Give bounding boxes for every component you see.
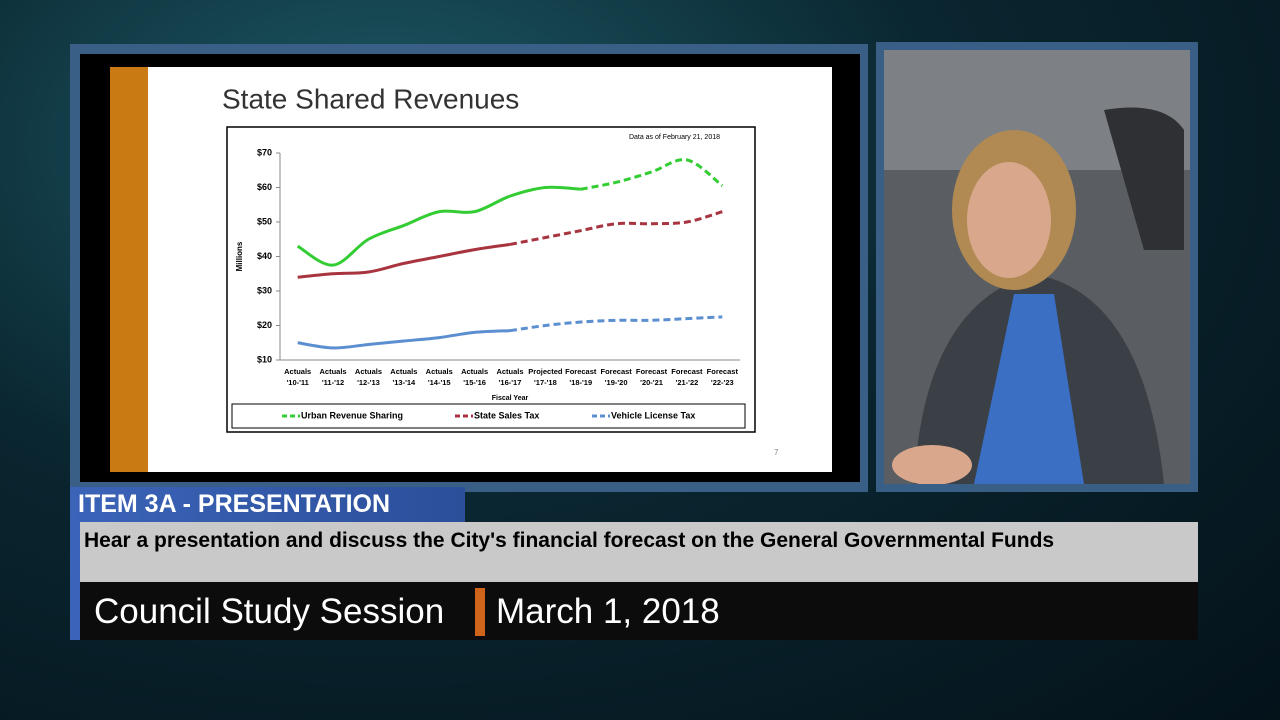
accent-bar [70, 522, 80, 640]
x-tick-label: Forecast '21-'22 [671, 367, 703, 387]
series-line [580, 158, 724, 191]
divider [475, 588, 485, 636]
x-tick-label: Actuals '16-'17 [496, 367, 523, 387]
y-tick-label: $20 [257, 320, 272, 330]
page-number: 7 [774, 448, 779, 457]
x-tick-label: Actuals '12-'13 [355, 367, 382, 387]
legend-label: State Sales Tax [474, 410, 539, 420]
series-line [509, 210, 723, 246]
x-tick-label: Actuals '14-'15 [426, 367, 453, 387]
x-tick-label: Projected '17-'18 [528, 367, 563, 387]
description: Hear a presentation and discuss the City… [80, 522, 1198, 582]
slide: State Shared Revenues Data as of Februar… [110, 67, 832, 472]
legend-box [231, 403, 746, 429]
item-title: ITEM 3A - PRESENTATION [70, 487, 465, 522]
y-tick-label: $40 [257, 251, 272, 261]
x-tick-label: Actuals '11-'12 [320, 367, 347, 387]
x-tick-label: Actuals '15-'16 [461, 367, 488, 387]
y-tick-label: $10 [257, 354, 272, 364]
session: Council Study Session [94, 592, 445, 631]
series-line [297, 242, 511, 279]
camera-feed [884, 50, 1190, 484]
series-line [297, 329, 511, 350]
series-line [296, 185, 581, 267]
date: March 1, 2018 [496, 592, 720, 631]
annotation: Data as of February 21, 2018 [629, 134, 720, 141]
series-line [509, 315, 723, 333]
x-tick-label: Forecast '20-'21 [636, 367, 668, 387]
y-axis-label: Millions [235, 241, 244, 271]
x-tick-label: Actuals '13-'14 [390, 367, 417, 387]
x-tick-label: Forecast '19-'20 [601, 367, 633, 387]
chart-title: State Shared Revenues [222, 83, 519, 114]
y-tick-label: $30 [257, 285, 272, 295]
session-bar [80, 582, 1198, 640]
x-axis-label: Fiscal Year [492, 395, 529, 402]
x-tick-label: Forecast '22-'23 [707, 367, 739, 387]
x-tick-label: Forecast '18-'19 [565, 367, 597, 387]
y-tick-label: $50 [257, 216, 272, 226]
x-tick-label: Actuals '10-'11 [284, 367, 311, 387]
y-tick-label: $60 [257, 182, 272, 192]
y-tick-label: $70 [257, 147, 272, 157]
legend-label: Urban Revenue Sharing [301, 410, 403, 420]
legend-label: Vehicle License Tax [611, 410, 695, 420]
